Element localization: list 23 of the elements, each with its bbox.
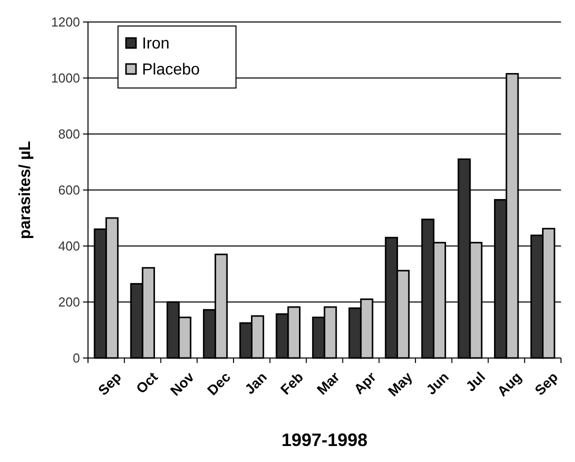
x-axis-title: 1997-1998 xyxy=(281,430,368,450)
x-tick-label: Aug xyxy=(494,368,524,400)
y-tick-label: 400 xyxy=(58,238,80,254)
y-tick-label: 600 xyxy=(58,182,80,198)
y-tick-label: 1200 xyxy=(51,14,80,30)
y-tick-label: 800 xyxy=(58,126,80,142)
x-tick-label: Mar xyxy=(314,368,343,398)
x-tick-label: Jan xyxy=(241,368,270,398)
x-tick-label: Sep xyxy=(94,368,124,398)
x-tick-label: Dec xyxy=(204,368,234,398)
legend-label: Placebo xyxy=(142,62,200,79)
x-tick-label: Jul xyxy=(462,368,488,394)
x-tick-label: Jun xyxy=(422,368,452,398)
x-tick-label: Feb xyxy=(277,368,306,398)
x-tick-label: Oct xyxy=(132,368,161,397)
legend-label: Iron xyxy=(142,36,170,53)
y-axis-title: parasites/ µL xyxy=(17,140,34,240)
x-tick-label: Sep xyxy=(531,368,561,398)
x-tick-label: Nov xyxy=(166,368,198,399)
y-tick-label: 1000 xyxy=(51,70,80,86)
x-tick-label: Apr xyxy=(350,368,380,398)
y-tick-label: 200 xyxy=(58,294,80,310)
y-tick-label: 0 xyxy=(72,350,80,366)
